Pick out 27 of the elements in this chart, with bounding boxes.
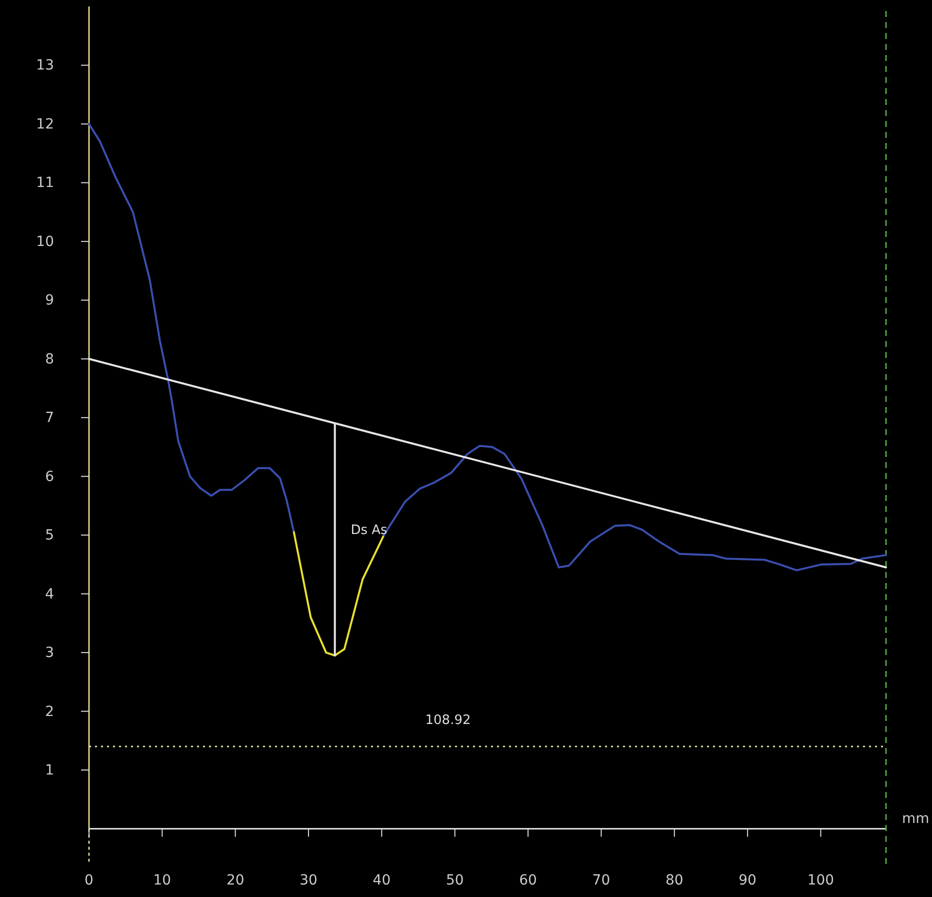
x-axis-title: mm xyxy=(902,810,930,827)
x-tick-label: 100 xyxy=(807,872,834,889)
y-tick-label: 6 xyxy=(45,468,54,485)
x-tick-label: 30 xyxy=(300,872,318,889)
y-tick-label: 3 xyxy=(45,645,54,662)
y-tick-label: 12 xyxy=(36,116,54,132)
x-tick-label: 90 xyxy=(738,872,756,889)
y-tick-label: 5 xyxy=(45,528,54,544)
x-tick-label: 20 xyxy=(226,872,244,889)
y-tick-label: 11 xyxy=(36,175,54,192)
x-tick-label: 50 xyxy=(446,872,464,889)
x-tick-label: 80 xyxy=(665,872,684,889)
x-tick-label: 40 xyxy=(372,872,391,889)
y-tick-label: 2 xyxy=(45,704,54,720)
y-tick-label: 10 xyxy=(36,234,54,250)
y-tick-label: 7 xyxy=(45,410,54,426)
annotation: 108.92 xyxy=(425,713,471,728)
x-tick-label: 10 xyxy=(153,872,172,889)
x-tick-label: 0 xyxy=(84,872,94,889)
x-tick-label: 70 xyxy=(592,872,610,889)
y-tick-label: 4 xyxy=(45,586,54,602)
x-tick-label: 60 xyxy=(519,872,537,889)
annotation: Ds As xyxy=(350,523,388,538)
y-tick-label: 1 xyxy=(45,762,54,779)
y-tick-label: 9 xyxy=(45,292,54,309)
y-tick-label: 13 xyxy=(36,58,54,74)
y-tick-label: 8 xyxy=(45,351,54,368)
